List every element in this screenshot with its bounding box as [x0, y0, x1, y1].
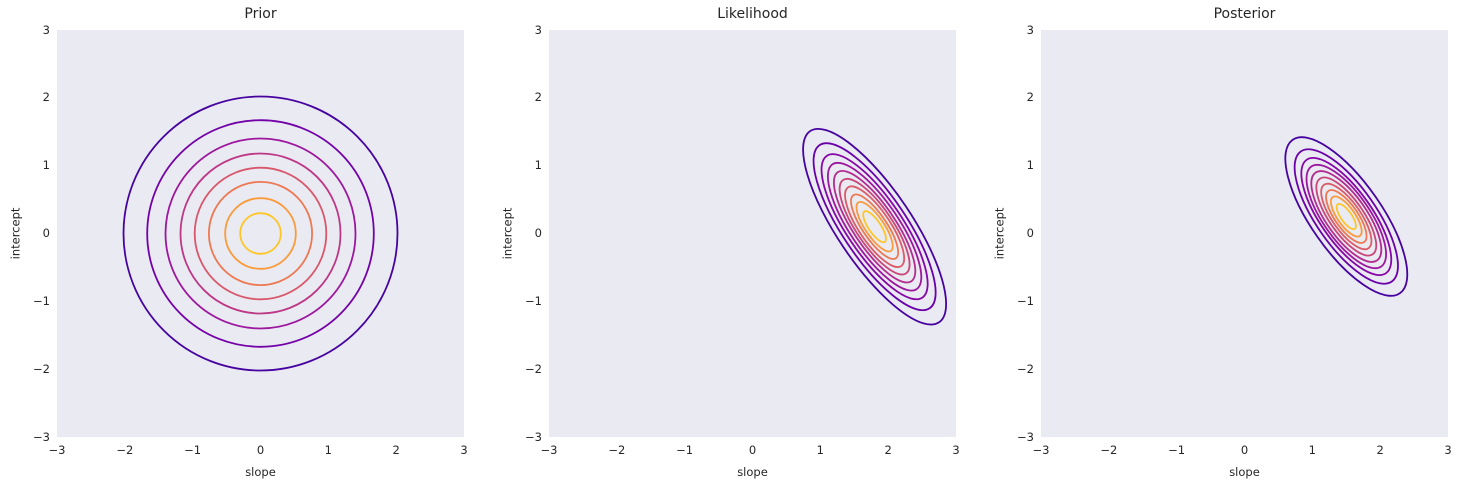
contour-ring — [1320, 182, 1373, 251]
y-axis-label: intercept — [500, 207, 515, 260]
contour-ring — [838, 178, 911, 276]
plot-title: Likelihood — [717, 6, 788, 22]
x-tick-label: −3 — [1032, 443, 1050, 457]
y-tick-label: 3 — [534, 22, 542, 37]
y-tick-label: 1 — [534, 158, 542, 173]
y-tick-label: 1 — [42, 158, 50, 173]
y-tick-label: −1 — [525, 293, 542, 308]
x-tick-label: −2 — [608, 443, 626, 457]
contour-ring — [1325, 189, 1368, 244]
x-tick-label: 0 — [256, 443, 265, 457]
x-tick-label: 2 — [392, 443, 400, 457]
y-tick-label: −2 — [33, 361, 50, 376]
contour-ring — [1305, 163, 1387, 270]
x-tick-label: 0 — [1240, 443, 1249, 457]
x-axis-label: slope — [737, 465, 768, 479]
y-tick-label: 2 — [42, 90, 50, 105]
x-tick-label: 1 — [1308, 443, 1316, 457]
contour-ring — [832, 169, 917, 284]
x-tick-label: −1 — [1168, 443, 1186, 457]
y-tick-label: 3 — [1026, 22, 1034, 37]
plot-area — [57, 30, 464, 437]
contour-ring — [122, 95, 399, 372]
x-axis-label: slope — [245, 465, 276, 479]
contour-ring — [1310, 170, 1383, 263]
y-axis-label: intercept — [8, 207, 23, 260]
y-tick-label: −1 — [33, 293, 50, 308]
x-tick-label: −1 — [676, 443, 694, 457]
contour-ring — [1300, 157, 1393, 276]
y-tick-label: −3 — [525, 429, 542, 444]
contour-ring — [193, 166, 328, 301]
contour-ring — [1315, 176, 1378, 257]
y-tick-label: 0 — [534, 226, 542, 240]
contour-ring — [1293, 148, 1399, 285]
contour-ring — [826, 161, 923, 292]
contour-ring — [1330, 195, 1363, 238]
contour-ring — [812, 142, 937, 312]
y-axis-label: intercept — [992, 207, 1007, 260]
contour-ring — [802, 127, 948, 326]
y-tick-label: −3 — [1017, 429, 1034, 444]
contour-ring — [844, 185, 906, 268]
x-tick-label: 3 — [460, 443, 468, 457]
x-tick-label: 3 — [1444, 443, 1452, 457]
x-tick-label: 0 — [748, 443, 757, 457]
contour-ring — [224, 197, 297, 270]
contour-ring — [820, 153, 929, 301]
plot-title: Prior — [244, 6, 277, 22]
x-tick-label: 2 — [1376, 443, 1384, 457]
x-tick-label: −1 — [184, 443, 202, 457]
y-tick-label: −1 — [1017, 293, 1034, 308]
y-tick-label: −3 — [33, 429, 50, 444]
x-tick-label: 1 — [816, 443, 824, 457]
x-tick-label: −2 — [1100, 443, 1118, 457]
y-tick-label: 3 — [42, 22, 50, 37]
contour-ring — [146, 119, 375, 348]
x-tick-label: −2 — [116, 443, 134, 457]
contour-ring — [164, 137, 357, 330]
plot-title: Posterior — [1213, 6, 1276, 22]
contour-ring — [855, 201, 894, 253]
y-tick-label: 0 — [42, 226, 50, 240]
plot-area — [1041, 30, 1448, 437]
y-tick-label: 1 — [1026, 158, 1034, 173]
contour-ring — [1335, 203, 1357, 230]
y-tick-label: −2 — [1017, 361, 1034, 376]
x-tick-label: 2 — [884, 443, 892, 457]
contour-ring — [850, 193, 900, 260]
contour-plot — [802, 127, 948, 326]
y-tick-label: 0 — [1026, 226, 1034, 240]
x-tick-label: 3 — [952, 443, 960, 457]
plot-area — [549, 30, 956, 437]
contour-plot — [122, 95, 399, 372]
x-tick-label: −3 — [48, 443, 66, 457]
contour-plot — [1284, 136, 1409, 297]
contour-ring — [179, 152, 342, 315]
y-tick-label: 2 — [534, 90, 542, 105]
x-tick-label: 1 — [324, 443, 332, 457]
contour-ring — [862, 210, 887, 244]
x-axis-label: slope — [1229, 465, 1260, 479]
contour-ring — [207, 180, 313, 286]
x-tick-label: −3 — [540, 443, 558, 457]
y-tick-label: −2 — [525, 361, 542, 376]
y-tick-label: 2 — [1026, 90, 1034, 105]
contour-ring — [1284, 136, 1409, 297]
contour-ring — [239, 212, 282, 255]
